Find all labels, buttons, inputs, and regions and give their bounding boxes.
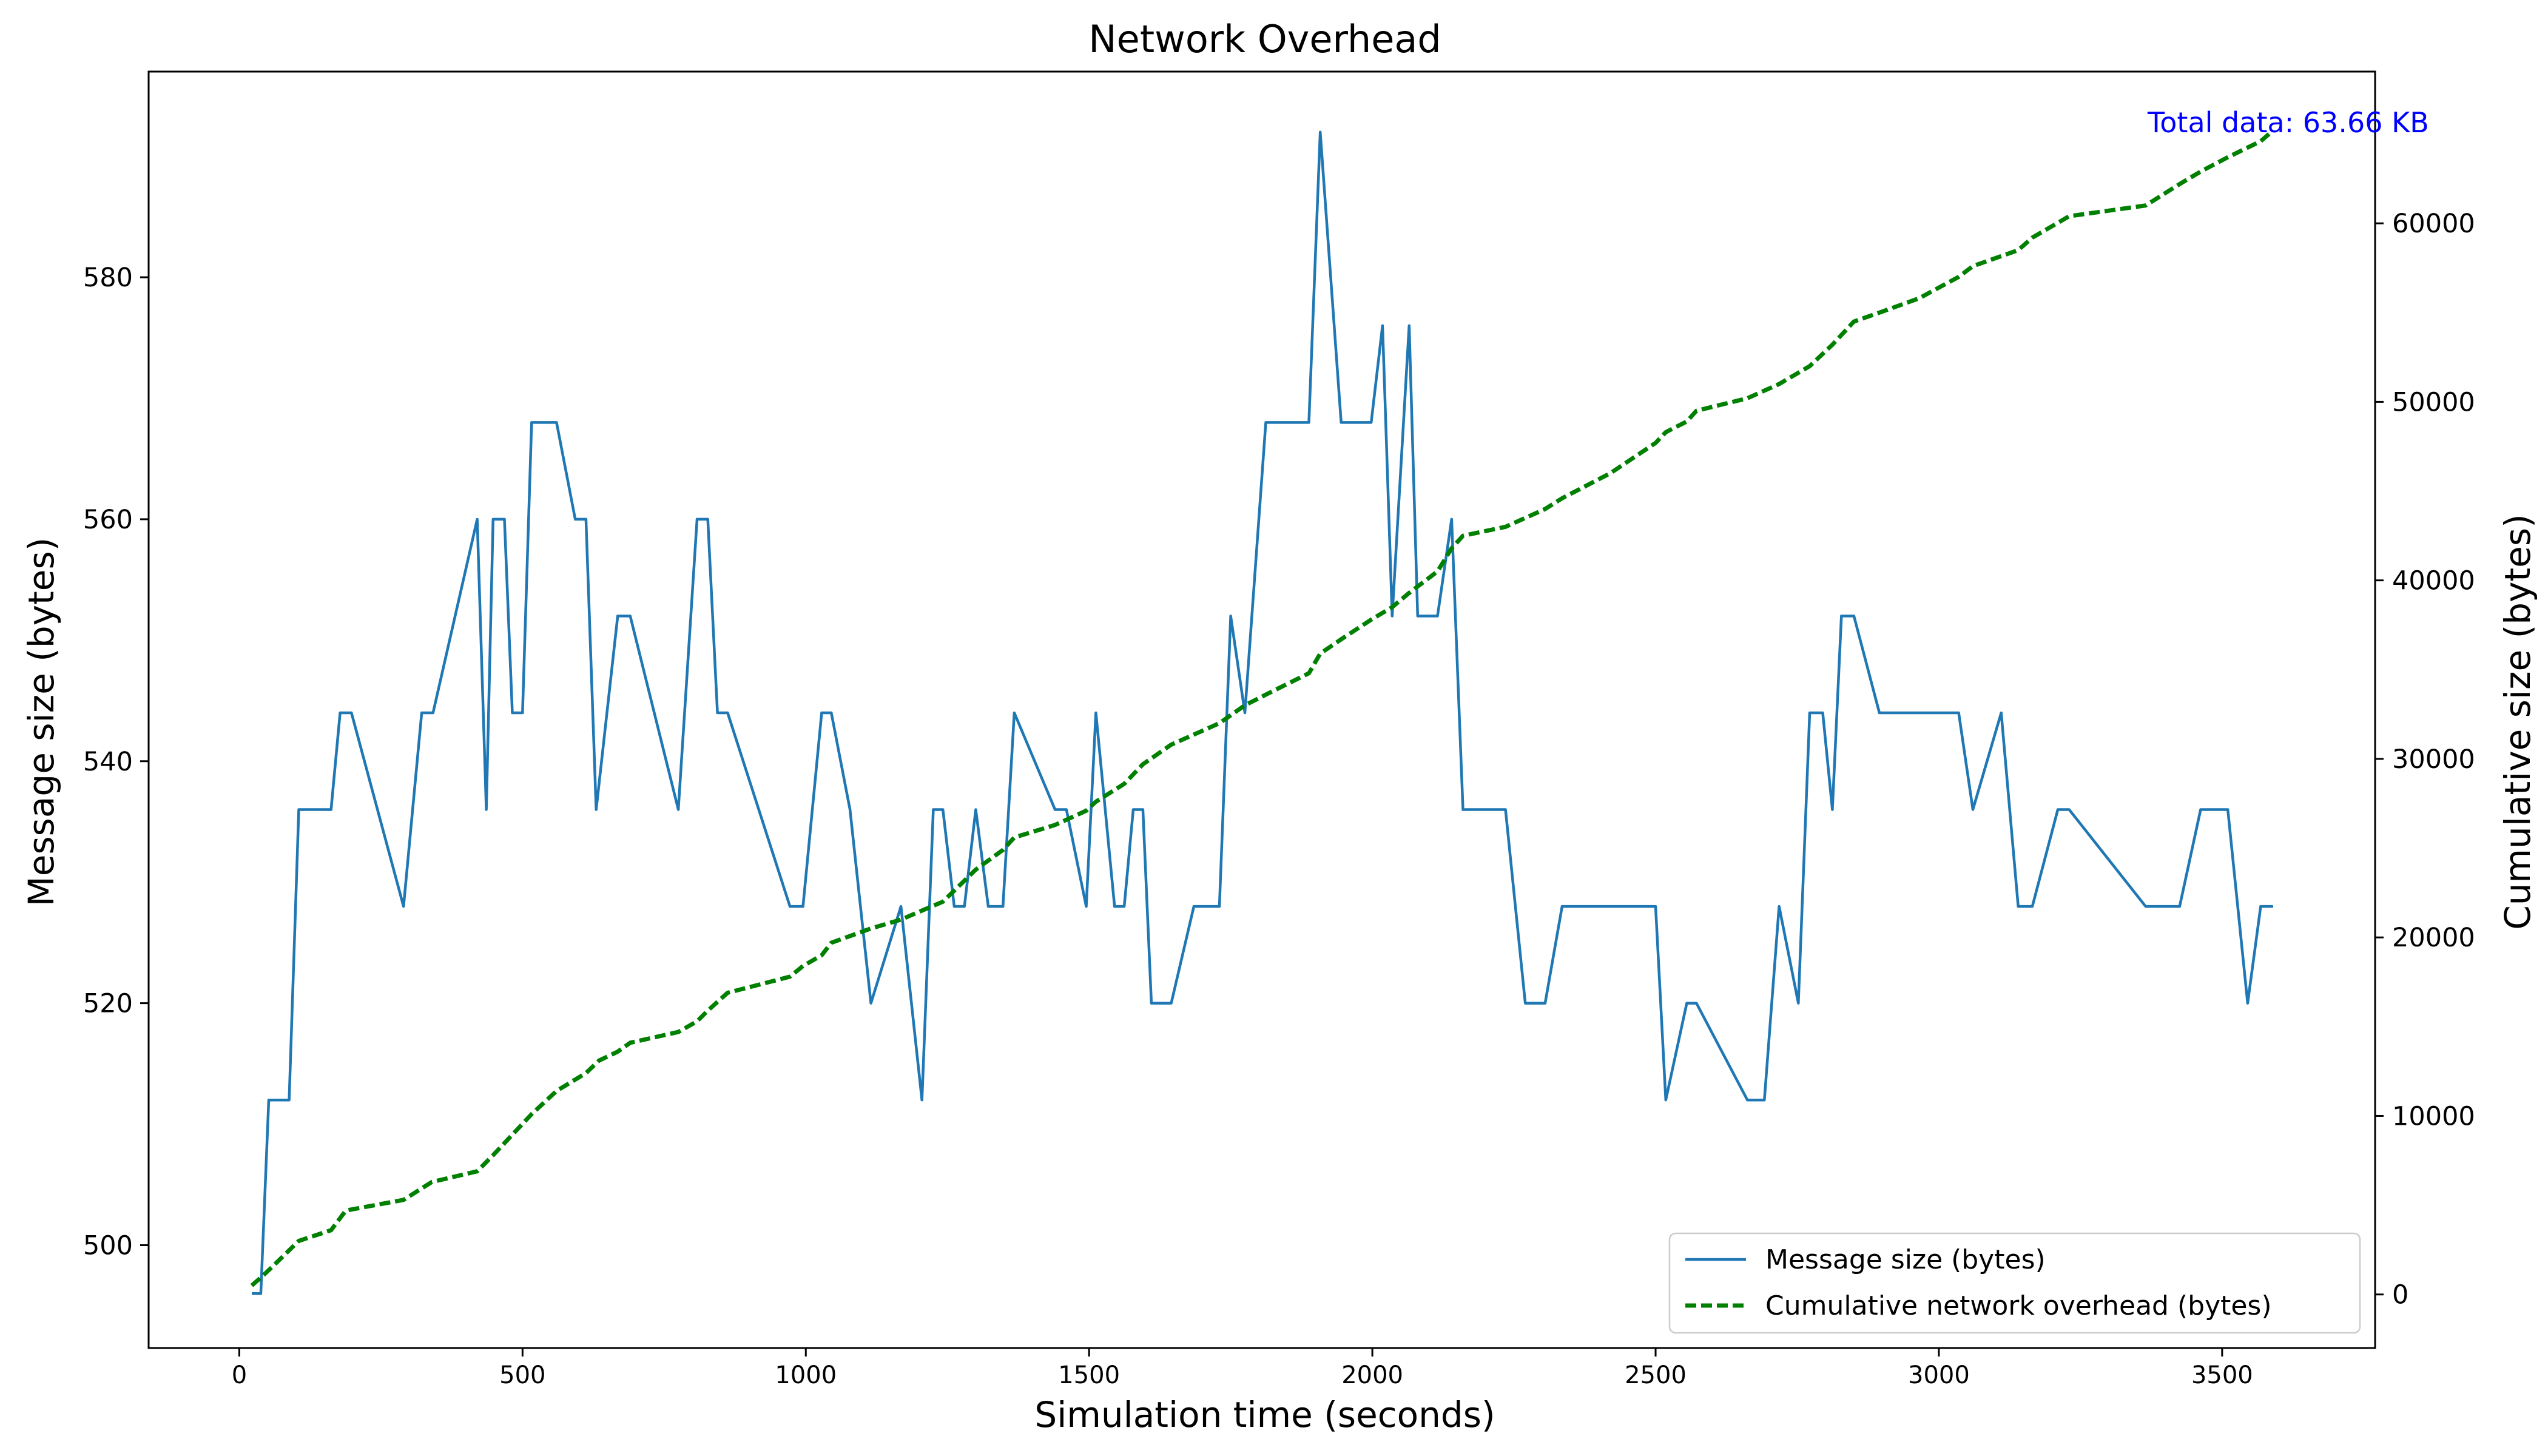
legend-box [1668, 1232, 2361, 1334]
x-tick-label-2: 1000 [775, 1361, 837, 1389]
legend: Message size (bytes) Cumulative network o… [1668, 1232, 2361, 1334]
y-axis-label: Message size (bytes) [21, 538, 62, 907]
x-tick-label-0: 0 [232, 1361, 247, 1389]
plot-area: 0 500 1000 1500 2000 2500 3000 3500 500 520 540 560… [83, 70, 2475, 1389]
x-tick-label-1: 500 [499, 1361, 545, 1389]
message-size-line [252, 130, 2273, 1295]
x-axis-label: Simulation time (seconds) [1034, 1394, 1495, 1435]
y-tick-label-2: 540 [83, 747, 133, 777]
x-tick-label-5: 2500 [1625, 1361, 1687, 1389]
y-tick-label-1: 520 [83, 989, 133, 1019]
legend-label-0: Message size (bytes) [1765, 1244, 2046, 1275]
y2-tick-label-1: 10000 [2392, 1101, 2475, 1131]
chart-title: Network Overhead [1088, 17, 1441, 61]
x-tick-label-3: 1500 [1058, 1361, 1120, 1389]
y2-axis-label: Cumulative size (bytes) [2497, 514, 2538, 929]
y-tick-label-4: 580 [83, 263, 133, 293]
y2-tick-label-0: 0 [2392, 1280, 2408, 1310]
x-tick-label-7: 3500 [2191, 1361, 2253, 1389]
y2-tick-label-2: 20000 [2392, 923, 2475, 953]
y2-tick-label-4: 40000 [2392, 566, 2475, 596]
y-tick-label-0: 500 [83, 1230, 133, 1261]
x-tick-label-6: 3000 [1908, 1361, 1970, 1389]
plot-frame [147, 70, 2376, 1349]
y-tick-label-3: 560 [83, 505, 133, 535]
cumulative-overhead-line [250, 129, 2275, 1287]
y2-tick-label-5: 50000 [2392, 387, 2475, 417]
legend-label-1: Cumulative network overhead (bytes) [1765, 1290, 2272, 1321]
y2-tick-label-3: 30000 [2392, 744, 2475, 775]
x-tick-label-4: 2000 [1341, 1361, 1403, 1389]
y2-tick-label-6: 60000 [2392, 209, 2475, 239]
total-data-annotation: Total data: 63.66 KB [2147, 106, 2429, 139]
